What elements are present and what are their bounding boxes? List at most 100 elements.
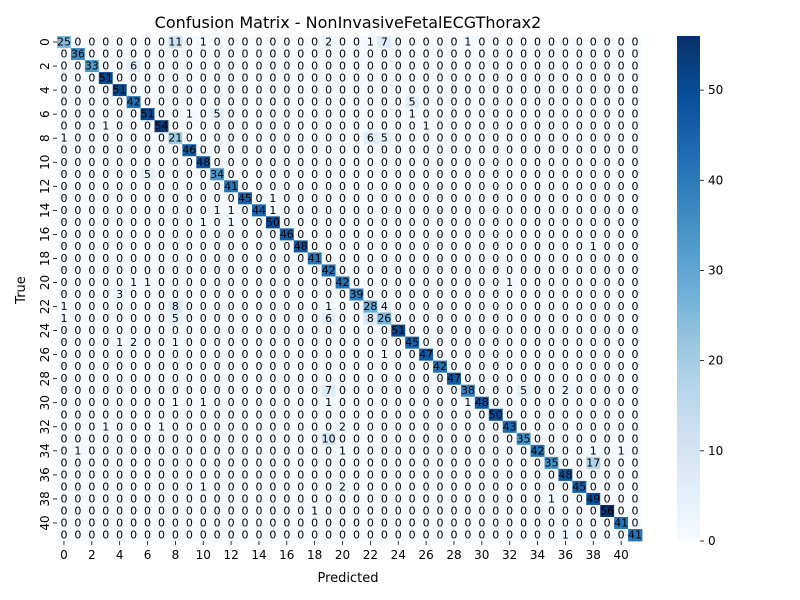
heatmap-cell: [196, 300, 211, 313]
heatmap-cell: [516, 60, 531, 73]
heatmap-cell: [196, 192, 211, 205]
heatmap-cell: [98, 336, 114, 350]
heatmap-cell: [335, 216, 350, 229]
heatmap-cell: [252, 72, 267, 85]
heatmap-cell: [224, 156, 239, 169]
heatmap-cell: [98, 84, 114, 97]
heatmap-cell: [293, 276, 309, 289]
x-tick-label: 12: [223, 548, 238, 562]
heatmap-cell: [321, 168, 336, 181]
heatmap-cell: [154, 204, 169, 217]
heatmap-cell: [238, 336, 253, 350]
heatmap-cell: [210, 180, 225, 193]
heatmap-cell: [265, 312, 281, 325]
cell-value: 0: [74, 528, 81, 541]
heatmap-cell: [293, 264, 309, 277]
heatmap-cell: [335, 264, 350, 277]
heatmap-cell: [377, 192, 392, 205]
heatmap-cell: [182, 216, 197, 229]
heatmap-cell: [321, 180, 336, 193]
heatmap-cell: [530, 216, 545, 229]
heatmap-cell: [252, 132, 267, 145]
heatmap-cell: [363, 84, 378, 97]
heatmap-cell: [238, 132, 253, 145]
heatmap-cell: [572, 132, 587, 145]
heatmap-cell: [447, 300, 462, 313]
heatmap-cell: [349, 132, 364, 145]
heatmap-cell: [238, 72, 253, 85]
heatmap-cell: [279, 228, 295, 241]
heatmap-cell: [168, 240, 183, 253]
heatmap-cell: [460, 216, 476, 229]
heatmap-cell: [488, 300, 504, 313]
heatmap-cell: [488, 180, 504, 193]
heatmap-cell: [238, 192, 253, 205]
heatmap-cell: [460, 60, 476, 73]
heatmap-cell: [488, 72, 504, 85]
heatmap-cell: [474, 228, 490, 241]
heatmap-cell: [405, 84, 420, 97]
heatmap-cell: [558, 84, 573, 97]
y-tick-label: 28: [38, 371, 52, 386]
heatmap-cell: [210, 240, 225, 253]
heatmap-cell: [377, 300, 392, 313]
heatmap-cell: [196, 156, 211, 169]
heatmap-cell: [349, 168, 364, 181]
heatmap-cell: [558, 108, 573, 121]
heatmap-cell: [419, 36, 434, 49]
heatmap-cell: [224, 48, 239, 61]
y-tick-label: 34: [38, 443, 52, 458]
heatmap-cell: [516, 84, 531, 97]
heatmap-cell: [224, 204, 239, 217]
cell-value: 0: [506, 528, 513, 541]
heatmap-cell: [502, 48, 518, 61]
heatmap-cell: [126, 120, 141, 133]
x-tick-label: 28: [446, 548, 461, 562]
heatmap-cell: [349, 96, 364, 109]
heatmap-cell: [335, 252, 350, 265]
heatmap-cell: [419, 216, 434, 229]
heatmap-cell: [224, 108, 239, 121]
heatmap-cell: [405, 204, 420, 217]
heatmap-cell: [516, 300, 531, 313]
heatmap-cell: [168, 84, 183, 97]
heatmap-cell: [391, 264, 406, 277]
heatmap-cell: [558, 264, 573, 277]
heatmap-cell: [307, 192, 323, 205]
y-tick-label: 38: [38, 491, 52, 506]
heatmap-cell: [558, 180, 573, 193]
heatmap-cell: [335, 36, 350, 49]
heatmap-cell: [586, 204, 601, 217]
heatmap-cell: [182, 180, 197, 193]
heatmap-cell: [377, 276, 392, 289]
heatmap-cell: [335, 108, 350, 121]
heatmap-cell: [447, 180, 462, 193]
heatmap-cell: [182, 252, 197, 265]
heatmap-cell: [460, 180, 476, 193]
cell-value: 0: [228, 528, 235, 541]
heatmap-cell: [488, 276, 504, 289]
heatmap-cell: [447, 264, 462, 277]
heatmap-cell: [391, 108, 406, 121]
heatmap-cell: [460, 252, 476, 265]
heatmap-cell: [252, 324, 267, 337]
heatmap-cell: [391, 156, 406, 169]
heatmap-cell: [377, 204, 392, 217]
heatmap-cell: [252, 180, 267, 193]
heatmap-cell: [433, 72, 448, 85]
heatmap-cell: [224, 216, 239, 229]
heatmap-cell: [224, 300, 239, 313]
heatmap-cell: [196, 240, 211, 253]
heatmap-cell: [112, 180, 128, 193]
heatmap-cell: [307, 72, 323, 85]
heatmap-cell: [614, 144, 629, 157]
heatmap-cell: [419, 96, 434, 109]
heatmap-cell: [391, 252, 406, 265]
heatmap-cell: [586, 48, 601, 61]
heatmap-cell: [70, 132, 86, 145]
heatmap-cell: [502, 312, 518, 325]
heatmap-cell: [238, 108, 253, 121]
heatmap-cell: [530, 108, 545, 121]
heatmap-cell: [530, 120, 545, 133]
heatmap-cell: [265, 324, 281, 337]
